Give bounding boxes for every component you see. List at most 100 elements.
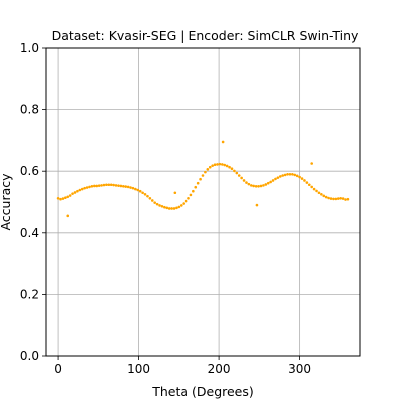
data-point xyxy=(138,189,142,193)
data-point xyxy=(160,205,164,208)
data-point xyxy=(201,174,205,177)
data-point xyxy=(310,185,313,189)
data-point xyxy=(327,196,330,200)
data-point xyxy=(93,184,96,188)
data-point xyxy=(252,184,256,188)
data-point xyxy=(71,192,74,195)
data-point xyxy=(208,165,212,169)
data-point xyxy=(298,175,301,179)
data-point xyxy=(182,202,185,205)
data-point xyxy=(177,205,181,209)
data-point xyxy=(88,185,91,189)
data-point xyxy=(315,189,318,193)
data-point xyxy=(95,184,99,188)
data-point xyxy=(262,184,265,187)
data-point xyxy=(175,206,178,210)
data-point xyxy=(307,183,311,187)
data-point xyxy=(274,177,277,181)
data-point xyxy=(216,163,219,166)
data-point xyxy=(189,193,193,197)
data-point xyxy=(146,194,149,198)
y-axis-label: Accuracy xyxy=(0,173,13,231)
data-point xyxy=(233,169,236,173)
data-point xyxy=(66,214,70,218)
data-point xyxy=(73,191,77,194)
data-point xyxy=(56,197,60,200)
data-point xyxy=(109,183,113,187)
data-point xyxy=(153,201,156,204)
y-tick-label: 1.0 xyxy=(20,41,39,55)
data-point xyxy=(286,172,289,176)
data-point xyxy=(276,176,280,179)
data-point xyxy=(225,164,229,168)
data-point xyxy=(59,197,62,201)
data-point xyxy=(80,187,84,191)
data-point xyxy=(312,187,316,191)
data-point xyxy=(170,207,173,210)
data-point xyxy=(257,184,260,188)
y-tick-label: 0.4 xyxy=(20,226,39,240)
data-point xyxy=(107,183,111,187)
data-point xyxy=(124,185,128,188)
data-point xyxy=(341,197,345,200)
data-point xyxy=(64,196,67,199)
data-point xyxy=(332,197,335,201)
data-point xyxy=(317,191,321,195)
data-point xyxy=(344,198,347,201)
data-point xyxy=(83,186,86,190)
data-point xyxy=(221,140,225,144)
data-point xyxy=(310,162,313,165)
data-point xyxy=(255,203,259,207)
data-point xyxy=(223,163,227,167)
data-point xyxy=(206,168,210,171)
data-point xyxy=(129,186,132,189)
data-point xyxy=(136,188,140,192)
y-tick-label: 0.8 xyxy=(20,103,39,117)
data-point xyxy=(271,179,275,182)
data-point xyxy=(68,194,72,197)
data-point xyxy=(230,167,234,171)
y-tick-label: 0.2 xyxy=(20,287,39,301)
chart-title: Dataset: Kvasir-SEG | Encoder: SimCLR Sw… xyxy=(52,28,359,43)
x-tick-label: 200 xyxy=(208,362,231,376)
data-point xyxy=(288,172,292,176)
data-point xyxy=(105,183,108,187)
data-point xyxy=(235,171,239,175)
data-point xyxy=(218,162,222,166)
data-point xyxy=(228,165,231,169)
data-point xyxy=(114,184,118,187)
data-point xyxy=(269,180,272,184)
data-point xyxy=(61,197,65,200)
data-point xyxy=(141,191,144,195)
data-points xyxy=(56,140,350,218)
data-point xyxy=(336,197,340,200)
data-point xyxy=(346,197,350,201)
data-point xyxy=(102,183,106,187)
data-point xyxy=(237,174,241,177)
data-point xyxy=(196,181,200,185)
data-point xyxy=(254,184,258,188)
data-point xyxy=(204,170,207,174)
data-point xyxy=(240,176,243,180)
data-point xyxy=(293,173,297,177)
data-point xyxy=(291,172,294,176)
data-point xyxy=(158,204,161,207)
data-point xyxy=(155,202,159,206)
data-point xyxy=(259,184,263,188)
data-point xyxy=(305,181,309,184)
data-point xyxy=(179,204,183,207)
data-point xyxy=(126,185,130,189)
data-point xyxy=(295,174,299,178)
data-point xyxy=(283,173,287,177)
x-tick-label: 0 xyxy=(54,362,62,376)
data-point xyxy=(192,189,195,193)
x-tick-label: 100 xyxy=(127,362,150,376)
x-tick-label: 300 xyxy=(288,362,311,376)
data-point xyxy=(242,179,246,182)
data-point xyxy=(334,197,338,201)
data-point xyxy=(266,181,270,185)
data-point xyxy=(121,184,125,188)
data-point xyxy=(167,207,171,210)
data-point xyxy=(66,195,70,199)
data-point xyxy=(119,184,123,188)
